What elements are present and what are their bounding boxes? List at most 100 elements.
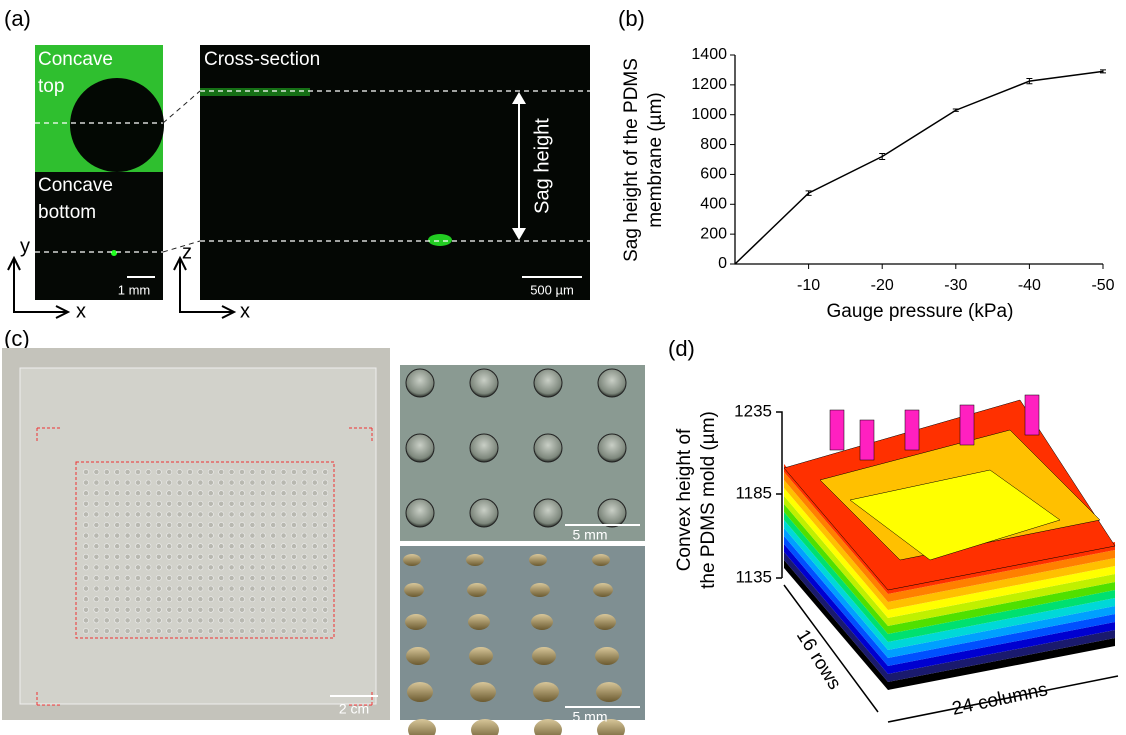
well bbox=[291, 543, 297, 550]
glow bbox=[428, 234, 452, 246]
well bbox=[311, 500, 318, 507]
well bbox=[187, 469, 193, 475]
well bbox=[311, 553, 318, 560]
well bbox=[176, 553, 183, 560]
well bbox=[228, 585, 235, 592]
well bbox=[124, 606, 131, 613]
well bbox=[166, 553, 173, 560]
well bbox=[249, 469, 256, 475]
well bbox=[301, 543, 308, 550]
face-top bbox=[849, 469, 1061, 561]
face-side bbox=[784, 472, 888, 602]
face-front bbox=[888, 606, 1115, 658]
well bbox=[259, 543, 266, 550]
bead bbox=[470, 682, 496, 702]
error-bar bbox=[805, 190, 812, 196]
well bbox=[239, 500, 245, 507]
well bbox=[103, 522, 110, 528]
well bbox=[187, 543, 193, 550]
well bbox=[135, 522, 141, 528]
well bbox=[135, 490, 141, 497]
label: Concave bbox=[38, 49, 113, 70]
well bbox=[291, 479, 297, 486]
well bbox=[280, 553, 287, 560]
droplet bbox=[533, 498, 563, 528]
bead bbox=[469, 647, 493, 665]
marker bbox=[36, 427, 373, 706]
well bbox=[197, 564, 204, 571]
well bbox=[228, 522, 235, 528]
bead bbox=[529, 554, 547, 566]
well bbox=[311, 532, 318, 539]
well bbox=[197, 575, 204, 581]
well bbox=[322, 469, 329, 475]
well bbox=[135, 606, 141, 613]
y-tick-label: 600 bbox=[700, 166, 727, 183]
well bbox=[166, 585, 173, 592]
well bbox=[155, 532, 162, 539]
droplet bbox=[405, 498, 435, 528]
well bbox=[93, 585, 100, 592]
well bbox=[218, 596, 225, 603]
bead bbox=[533, 682, 559, 702]
well bbox=[249, 596, 256, 603]
well bbox=[249, 553, 256, 560]
well bbox=[176, 522, 183, 528]
error-bar bbox=[1026, 77, 1033, 85]
well bbox=[207, 564, 214, 571]
well bbox=[280, 490, 287, 497]
well bbox=[135, 596, 141, 603]
well bbox=[249, 532, 256, 539]
well bbox=[187, 575, 193, 581]
well bbox=[155, 575, 162, 581]
well bbox=[166, 628, 173, 634]
well bbox=[301, 532, 308, 539]
bead bbox=[594, 614, 616, 630]
well bbox=[83, 628, 89, 634]
well bbox=[207, 596, 214, 603]
well bbox=[291, 522, 297, 528]
well bbox=[207, 469, 214, 475]
well bbox=[197, 585, 204, 592]
well bbox=[301, 617, 308, 624]
bead bbox=[592, 554, 610, 566]
well bbox=[155, 564, 162, 571]
well bbox=[239, 490, 245, 497]
well bbox=[228, 628, 235, 634]
face-front bbox=[888, 638, 1115, 690]
face-side bbox=[784, 536, 888, 666]
peak bbox=[859, 419, 875, 461]
well bbox=[239, 628, 245, 634]
well bbox=[124, 564, 131, 571]
well bbox=[270, 617, 277, 624]
well bbox=[270, 500, 277, 507]
label: Cross-section bbox=[204, 49, 320, 70]
well bbox=[291, 532, 297, 539]
well bbox=[176, 511, 183, 518]
x-tick-label: -10 bbox=[797, 277, 820, 294]
well bbox=[197, 606, 204, 613]
y-tick-label: 1200 bbox=[691, 76, 727, 93]
well bbox=[155, 628, 162, 634]
well bbox=[249, 479, 256, 486]
tick-label: 1235 bbox=[734, 401, 772, 420]
well bbox=[207, 553, 214, 560]
well bbox=[135, 575, 141, 581]
well bbox=[322, 564, 329, 571]
droplet bbox=[597, 498, 627, 528]
x-tick-label: -30 bbox=[944, 277, 967, 294]
well bbox=[93, 564, 100, 571]
peak bbox=[1024, 394, 1040, 436]
well bbox=[249, 575, 256, 581]
bead bbox=[406, 647, 430, 665]
y-tick-label: 0 bbox=[718, 255, 727, 272]
well bbox=[311, 564, 318, 571]
well bbox=[166, 500, 173, 507]
well bbox=[93, 522, 100, 528]
face-side bbox=[784, 496, 888, 626]
face-side bbox=[784, 552, 888, 682]
well bbox=[218, 628, 225, 634]
surface bbox=[783, 394, 1116, 690]
well bbox=[249, 500, 256, 507]
well bbox=[187, 490, 193, 497]
